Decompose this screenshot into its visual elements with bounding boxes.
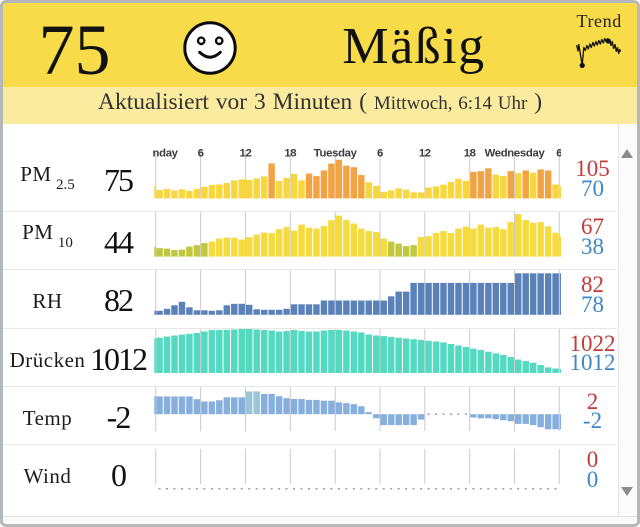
svg-text:12: 12 [419,147,431,159]
svg-text:Wednesday: Wednesday [485,147,546,159]
svg-text:6: 6 [377,147,383,159]
svg-text:nday: nday [153,147,179,159]
svg-text:18: 18 [284,147,296,159]
svg-text:Tuesday: Tuesday [314,147,358,159]
svg-text:18: 18 [464,147,476,159]
svg-text:6: 6 [556,147,561,159]
svg-text:6: 6 [198,147,204,159]
svg-text:12: 12 [240,147,252,159]
